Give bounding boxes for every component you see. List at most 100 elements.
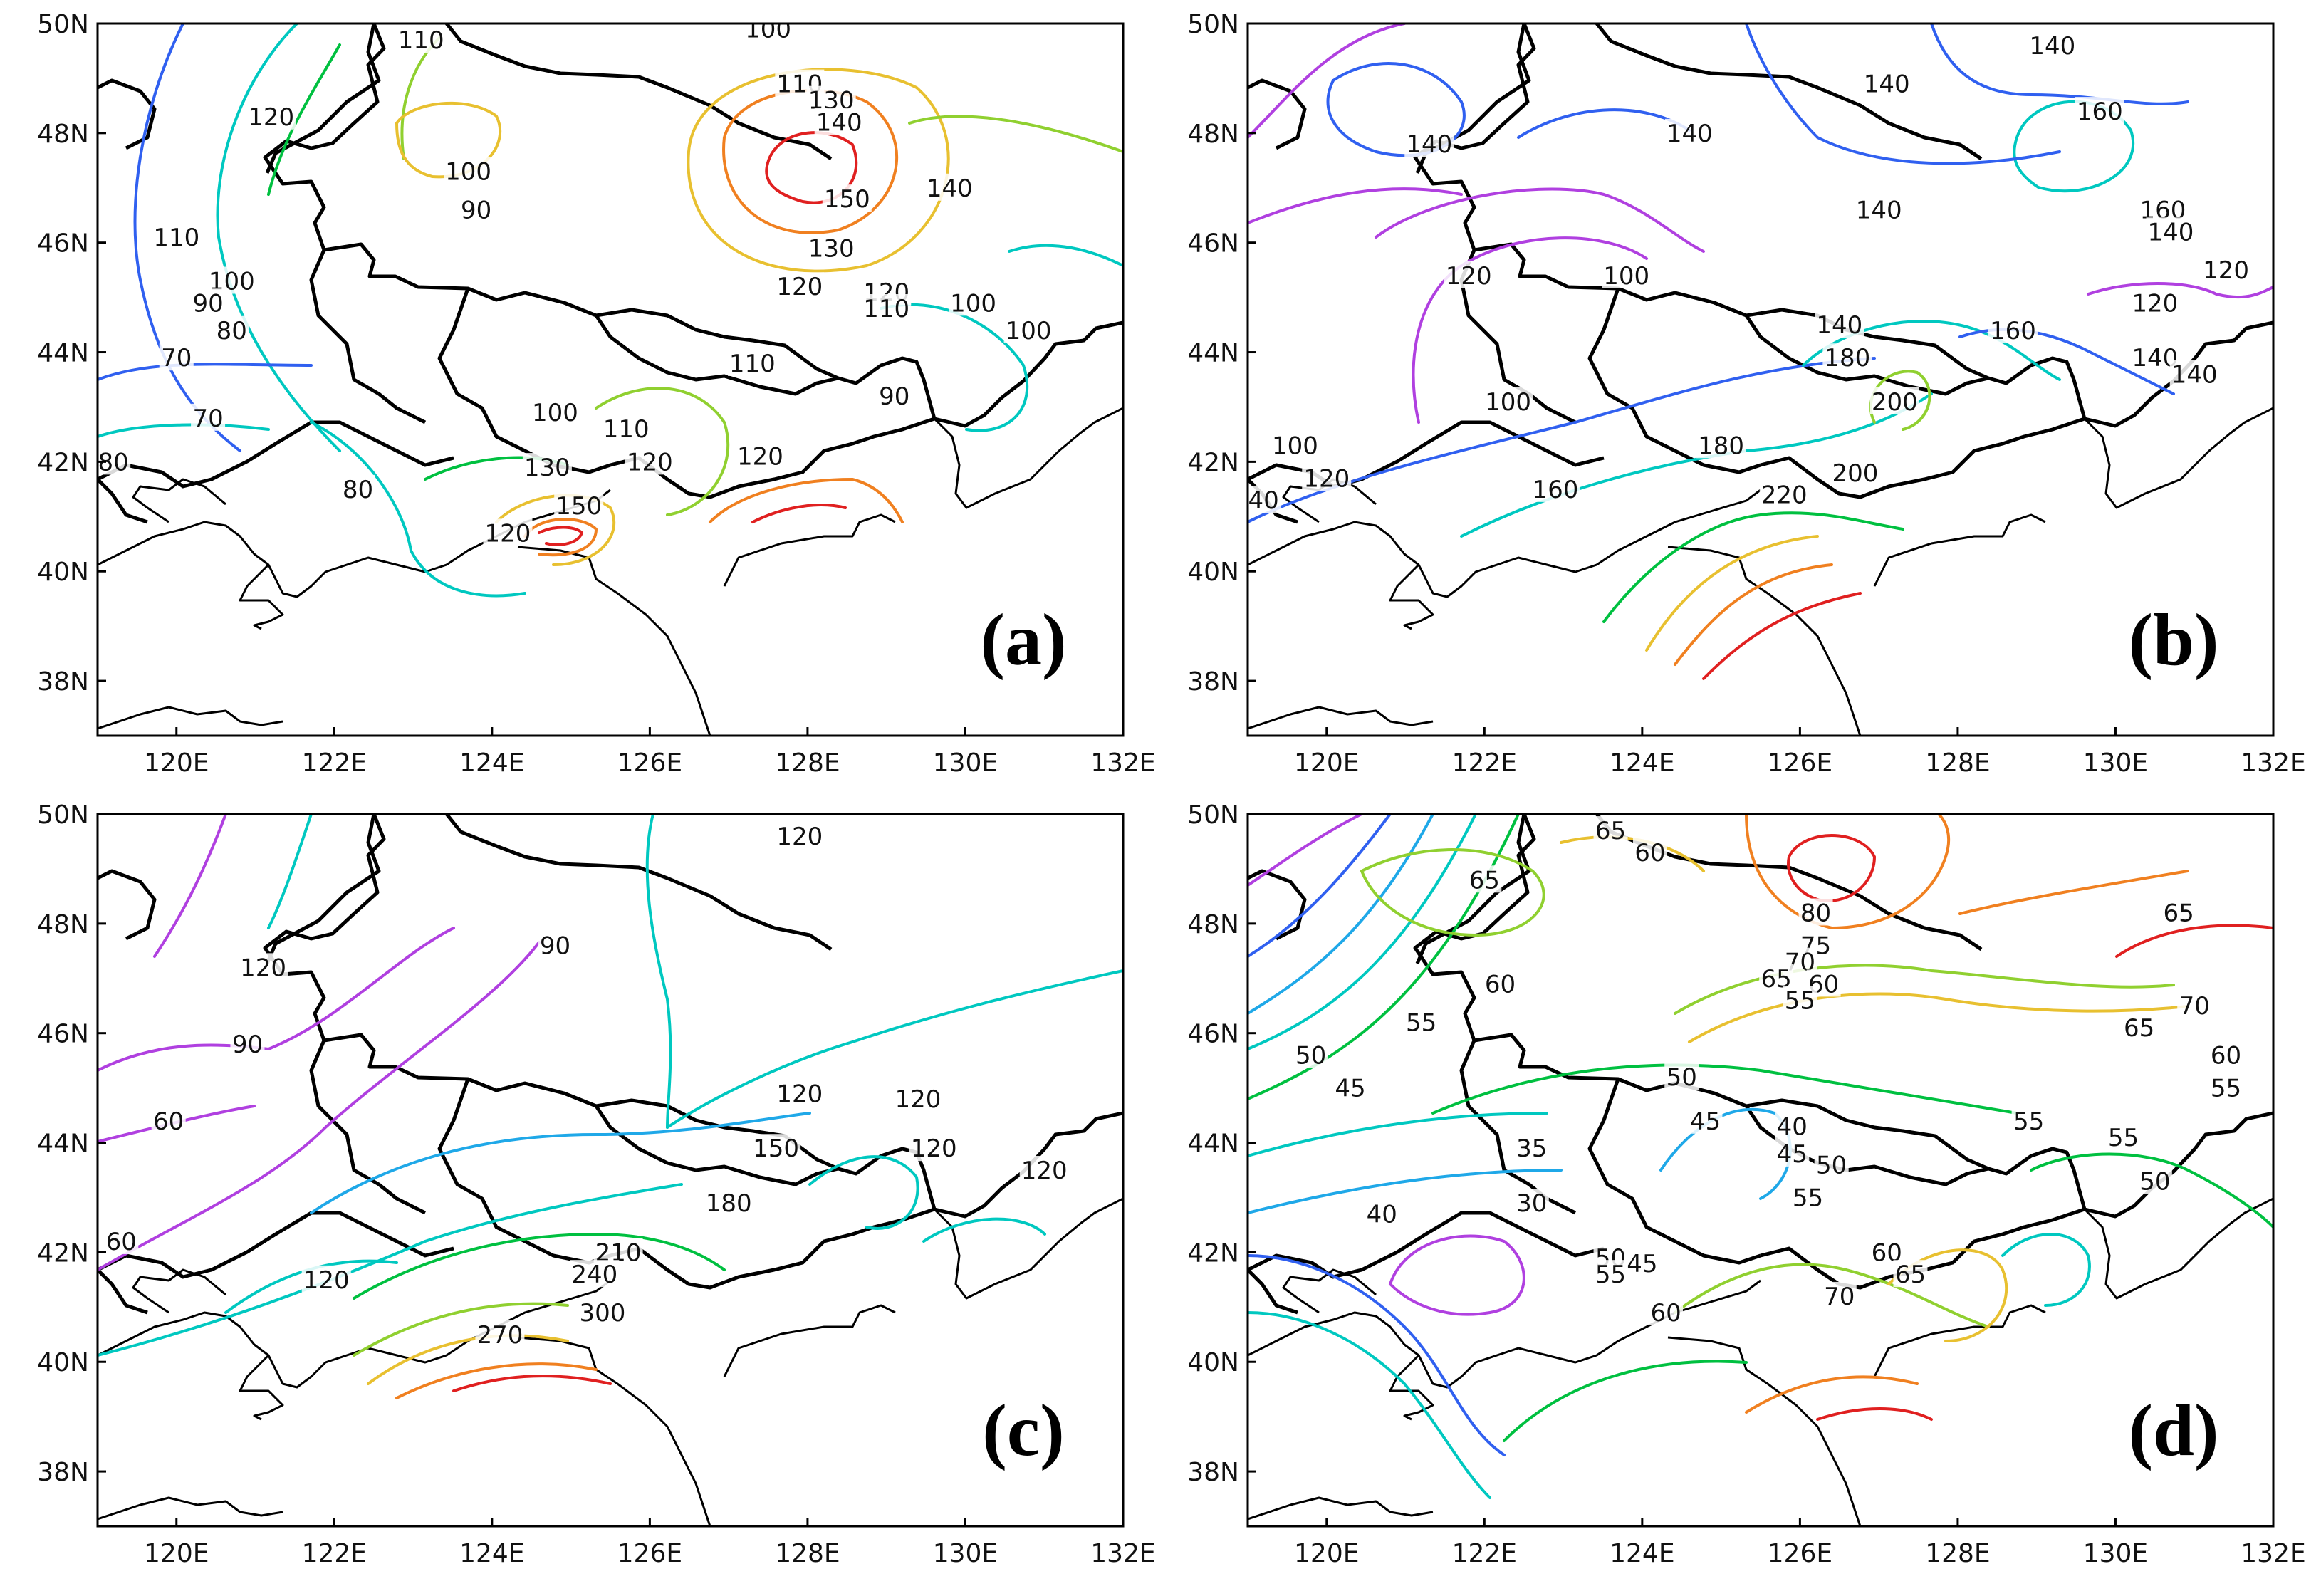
contour-label-bg <box>2208 1040 2243 1068</box>
contour-line <box>1248 187 1463 224</box>
contour-label-bg <box>893 1085 943 1112</box>
contour-label: 200 <box>1832 459 1878 488</box>
lat-tick-label: 50N <box>37 800 89 830</box>
lat-tick-label: 46N <box>37 1020 89 1049</box>
lat-tick-label: 38N <box>37 1458 89 1487</box>
contour-line <box>98 941 541 1271</box>
plot-area <box>98 814 1123 1526</box>
contour-label-bg <box>522 453 572 481</box>
contour-label-bg <box>1775 1139 1810 1167</box>
contour-label: 120 <box>1021 1157 1068 1185</box>
contour-label-bg <box>159 343 194 371</box>
lat-tick-label: 48N <box>37 120 89 149</box>
contour-line <box>1360 848 1545 937</box>
panel-letter: (b) <box>2128 599 2218 681</box>
contour-label-bg <box>1444 261 1493 288</box>
contour-label: 45 <box>1627 1250 1657 1278</box>
contour-label: 140 <box>816 108 862 137</box>
contour-label-bg <box>1664 118 1714 146</box>
contour-label: 45 <box>1690 1107 1721 1136</box>
lon-tick-label: 130E <box>2083 749 2148 778</box>
contour-label-bg <box>230 1030 265 1058</box>
contour-label-bg <box>191 403 226 431</box>
lon-tick-label: 126E <box>1768 1539 1832 1568</box>
contour-line <box>367 1334 569 1385</box>
contour-label: 120 <box>776 823 823 851</box>
contour-label: 150 <box>556 492 602 521</box>
contour-label-bg <box>538 931 573 959</box>
contour-label: 150 <box>753 1135 799 1163</box>
contour-label-bg <box>1830 458 1880 486</box>
contour-label: 50 <box>1295 1041 1326 1070</box>
plot-frame <box>1246 22 2275 737</box>
contour-label-bg <box>1649 1298 1684 1325</box>
contour-line <box>98 363 313 381</box>
contour-line <box>922 1217 1046 1243</box>
lon-tick-label: 120E <box>1294 1539 1359 1568</box>
lon-tick-label: 128E <box>775 1539 840 1568</box>
contour-label: 120 <box>485 519 531 548</box>
contour-label: 240 <box>571 1261 617 1289</box>
contour-line <box>2013 100 2135 193</box>
contour-label: 120 <box>240 954 286 982</box>
contour-line <box>1248 1112 1548 1157</box>
contour-label-bg <box>814 108 864 135</box>
contour-line <box>1674 563 1833 666</box>
contour-line <box>908 115 1123 153</box>
contour-label-bg <box>444 157 494 184</box>
contour-label-bg <box>1593 1260 1628 1288</box>
contour-label: 140 <box>2029 32 2075 61</box>
contour-line <box>666 969 1123 1129</box>
lon-tick-label: 132E <box>2241 1539 2305 1568</box>
contour-label: 90 <box>879 382 909 411</box>
contour-label: 55 <box>1595 1261 1626 1289</box>
contour-label-bg <box>949 288 998 316</box>
lat-tick-label: 46N <box>1187 1020 1239 1049</box>
contour-label: 100 <box>532 399 578 427</box>
lon-tick-label: 124E <box>1610 749 1674 778</box>
contour-label-bg <box>554 491 604 518</box>
contour-label: 80 <box>343 476 373 504</box>
contour-label: 160 <box>2077 98 2123 126</box>
contour-line <box>1645 535 1819 652</box>
lon-tick-label: 132E <box>2241 749 2305 778</box>
contour-label-bg <box>1759 480 1809 508</box>
contour-line <box>353 1233 726 1300</box>
contour-line <box>880 303 1029 432</box>
contour-line <box>2001 1233 2091 1307</box>
contour-label-bg <box>1270 431 1320 459</box>
contour-line <box>1503 1360 1748 1442</box>
contour-label-bg <box>735 442 785 469</box>
contour-label: 35 <box>1516 1135 1547 1163</box>
plot-frame <box>96 22 1125 737</box>
lon-tick-label: 122E <box>1452 749 1517 778</box>
contour-label: 120 <box>776 273 823 301</box>
contour-label-bg <box>1019 1156 1069 1183</box>
contour-label: 110 <box>863 295 909 323</box>
lat-tick-label: 42N <box>37 1238 89 1268</box>
contour-line <box>709 478 904 523</box>
contour-line <box>1688 992 2189 1043</box>
contour-line <box>1958 870 2189 915</box>
contour-line <box>216 24 341 452</box>
lon-tick-label: 126E <box>617 749 682 778</box>
contour-label: 65 <box>1595 817 1626 845</box>
contour-label-bg <box>2201 256 2251 283</box>
contour-label: 140 <box>1816 311 1862 340</box>
contour-label: 200 <box>1872 388 1918 417</box>
contour-label-bg <box>1696 431 1746 459</box>
contour-label-bg <box>1783 986 1817 1013</box>
contour-label-bg <box>775 1079 825 1107</box>
contour-label: 50 <box>1667 1063 1697 1092</box>
contour-label-bg <box>1467 865 1502 893</box>
contour-label: 180 <box>706 1189 752 1218</box>
contour-label-bg <box>744 24 793 42</box>
plot-frame <box>1246 813 2275 1528</box>
contour-label: 60 <box>2211 1041 2241 1070</box>
contour-line <box>1745 814 1951 929</box>
contour-line <box>808 1155 919 1230</box>
contour-label: 220 <box>1761 481 1808 510</box>
contour-line <box>153 814 227 958</box>
